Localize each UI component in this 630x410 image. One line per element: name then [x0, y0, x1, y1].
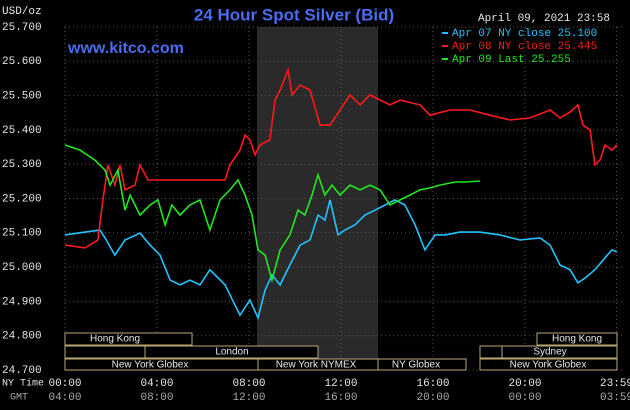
- y-tick-label: 24.800: [2, 331, 42, 343]
- x-tick-label: 08:00: [232, 378, 265, 390]
- session-box: [536, 332, 618, 346]
- session-label: Hong Kong: [90, 334, 140, 345]
- price-line: [64, 66, 618, 249]
- watermark: www.kitco.com: [67, 40, 184, 57]
- session-box: [144, 345, 319, 359]
- x-tick-label: 20:00: [508, 378, 541, 390]
- y-tick-label: 25.500: [2, 91, 42, 103]
- x-tick-label: 12:00: [324, 378, 357, 390]
- session-label: London: [215, 347, 248, 358]
- x-axis-label: NY Time: [2, 378, 44, 390]
- x-tick-label: 04:00: [140, 378, 173, 390]
- price-line: [64, 144, 480, 284]
- x2-tick-label: 20:00: [416, 392, 449, 404]
- session-label: New York Globex: [510, 360, 587, 371]
- x2-tick-label: 16:00: [324, 392, 357, 404]
- y-tick-label: 25.000: [2, 262, 42, 274]
- chart-title: 24 Hour Spot Silver (Bid): [194, 5, 394, 24]
- session-box: [64, 332, 193, 346]
- y-axis-label: USD/oz: [2, 6, 42, 18]
- y-tick-label: 24.700: [2, 365, 42, 377]
- y-tick-label: 24.900: [2, 296, 42, 308]
- x2-tick-label: 00:00: [508, 392, 541, 404]
- sessions: Hong Kong Hong Kong London Sydney New Yo…: [64, 332, 618, 371]
- session-box: [479, 345, 503, 359]
- session-label: NY Globex: [392, 360, 440, 371]
- session-box: [64, 345, 146, 359]
- x-tick-label: 16:00: [416, 378, 449, 390]
- legend-label: Apr 07 NY close 25.100: [452, 28, 597, 40]
- x-tick-label: 23:59: [600, 378, 630, 390]
- x2-tick-label: 04:00: [48, 392, 81, 404]
- x-tick-label: 00:00: [48, 378, 81, 390]
- y-tick-label: 25.400: [2, 125, 42, 137]
- y-tick-label: 25.300: [2, 159, 42, 171]
- x2-tick-label: 03:59: [600, 392, 630, 404]
- session-box: [377, 358, 467, 371]
- x2-tick-label: 08:00: [140, 392, 173, 404]
- session-box: [501, 345, 618, 359]
- legend-label: Apr 08 NY close 25.445: [452, 41, 597, 53]
- date-label: April 09, 2021 23:58: [478, 13, 610, 25]
- session-label: New York Globex: [112, 360, 189, 371]
- session-label: New York NYMEX: [276, 360, 357, 371]
- y-tick-label: 25.600: [2, 56, 42, 68]
- price-line: [64, 199, 618, 321]
- x2-tick-label: 12:00: [232, 392, 265, 404]
- session-label: Hong Kong: [552, 334, 602, 345]
- x2-axis-label: GMT: [10, 393, 28, 404]
- session-box: [479, 358, 618, 371]
- y-tick-label: 25.100: [2, 228, 42, 240]
- y-tick-label: 25.200: [2, 193, 42, 205]
- legend-label: Apr 09 Last 25.255: [452, 54, 571, 66]
- session-label: Sydney: [533, 347, 566, 358]
- y-tick-label: 25.700: [2, 22, 42, 34]
